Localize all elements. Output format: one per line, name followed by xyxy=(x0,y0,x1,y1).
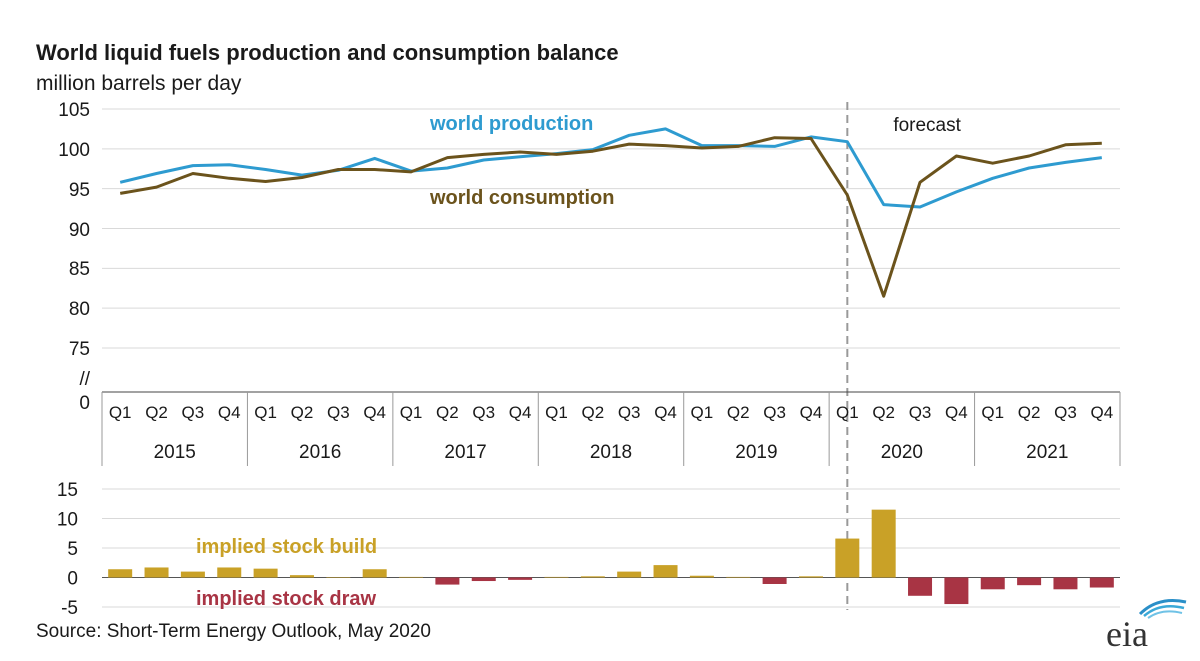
stock-bar xyxy=(726,576,751,578)
stock-bar xyxy=(944,577,969,605)
stock-bar xyxy=(871,509,896,578)
stock-bar xyxy=(689,575,714,578)
stock-bar xyxy=(108,569,133,578)
top-y-axis-ticks: 105 100 95 90 85 80 75 // 0 xyxy=(58,100,90,414)
stock-bar xyxy=(326,577,351,578)
quarter-label: Q4 xyxy=(363,403,386,422)
stock-bar xyxy=(835,538,860,578)
stock-bar xyxy=(798,576,823,578)
top-y-tick-label: 95 xyxy=(69,180,90,201)
bottom-y-tick-label: 15 xyxy=(57,480,78,501)
quarter-label: Q2 xyxy=(436,403,459,422)
quarter-label: Q1 xyxy=(836,403,859,422)
bottom-y-axis-ticks: 15 10 5 0 -5 xyxy=(57,480,78,619)
top-y-tick-label: 85 xyxy=(69,259,90,280)
quarter-label: Q2 xyxy=(727,403,750,422)
year-label: 2018 xyxy=(590,442,632,463)
logo-swoosh-icon-3 xyxy=(1147,610,1183,619)
quarter-label: Q1 xyxy=(254,403,277,422)
stock-bar xyxy=(580,576,605,578)
logo-swoosh-icon-2 xyxy=(1143,605,1185,617)
stock-bar xyxy=(1053,577,1078,590)
quarter-label: Q4 xyxy=(1090,403,1113,422)
stock-bar xyxy=(362,569,387,578)
stock-bar xyxy=(435,577,460,585)
stock-bar xyxy=(508,577,533,580)
stock-build-label: implied stock build xyxy=(196,536,377,558)
top-y-tick-label: 105 xyxy=(58,100,90,121)
chart-subtitle: million barrels per day xyxy=(36,72,242,95)
quarter-label: Q3 xyxy=(618,403,641,422)
top-series xyxy=(119,127,1102,298)
stock-bar xyxy=(180,571,205,578)
logo-text: eia xyxy=(1106,614,1148,652)
top-y-tick-label: 90 xyxy=(69,220,90,241)
bottom-y-tick-label: 10 xyxy=(57,510,78,531)
year-label: 2016 xyxy=(299,442,341,463)
stock-bar xyxy=(471,577,496,582)
top-gridlines xyxy=(102,108,1120,349)
quarter-label: Q2 xyxy=(291,403,314,422)
stock-bar xyxy=(253,568,278,578)
year-label: 2017 xyxy=(444,442,486,463)
top-y-tick-label: // xyxy=(79,369,90,390)
chart-title: World liquid fuels production and consum… xyxy=(36,40,619,65)
quarter-label: Q4 xyxy=(945,403,968,422)
bottom-y-tick-label: 0 xyxy=(67,569,78,590)
quarter-label: Q1 xyxy=(400,403,423,422)
production-series-label: world production xyxy=(429,113,593,135)
consumption-series-label: world consumption xyxy=(429,187,614,209)
production-line xyxy=(119,127,1102,209)
top-y-tick-label: 100 xyxy=(58,140,90,161)
bottom-y-tick-label: 5 xyxy=(67,539,78,560)
source-note: Source: Short-Term Energy Outlook, May 2… xyxy=(36,621,431,642)
quarter-label: Q3 xyxy=(909,403,932,422)
stock-bar xyxy=(980,577,1005,590)
forecast-label: forecast xyxy=(893,115,961,136)
stock-bar xyxy=(289,575,314,578)
consumption-line xyxy=(119,136,1102,298)
stock-bar xyxy=(617,571,642,578)
quarter-label: Q1 xyxy=(545,403,568,422)
quarter-label: Q4 xyxy=(509,403,532,422)
quarter-label: Q2 xyxy=(581,403,604,422)
quarter-label: Q1 xyxy=(109,403,132,422)
stock-bar xyxy=(1017,577,1042,586)
top-y-tick-label: 75 xyxy=(69,339,90,360)
quarter-label: Q3 xyxy=(1054,403,1077,422)
bottom-y-tick-label: -5 xyxy=(61,598,78,619)
quarter-label: Q1 xyxy=(981,403,1004,422)
quarter-label: Q1 xyxy=(691,403,714,422)
year-label: 2020 xyxy=(881,442,923,463)
year-label: 2019 xyxy=(735,442,777,463)
quarter-label: Q3 xyxy=(182,403,205,422)
stock-bars xyxy=(108,509,1114,605)
stock-bar xyxy=(1089,577,1114,588)
category-axis: Q1 Q2 Q3 Q4 Q1 Q2 Q3 Q4 Q1 Q2 Q3 Q4 Q1 Q2 Q3 Q4 Q1 Q2 Q3 Q4… xyxy=(101,391,1121,466)
quarter-label: Q2 xyxy=(145,403,168,422)
stock-bar xyxy=(217,567,242,578)
quarter-label: Q3 xyxy=(472,403,495,422)
logo-swoosh-icon xyxy=(1138,599,1187,616)
stock-bar xyxy=(144,567,169,578)
stock-bar xyxy=(908,577,933,596)
quarter-label: Q3 xyxy=(327,403,350,422)
top-y-tick-label: 0 xyxy=(79,393,90,414)
stock-bar xyxy=(653,565,678,578)
stock-bar xyxy=(544,576,569,578)
stock-bar xyxy=(399,576,424,578)
quarter-label: Q4 xyxy=(218,403,241,422)
quarter-label: Q4 xyxy=(800,403,823,422)
year-label: 2021 xyxy=(1026,442,1068,463)
stock-bar xyxy=(762,577,787,584)
top-y-tick-label: 80 xyxy=(69,299,90,320)
quarter-label: Q3 xyxy=(763,403,786,422)
eia-logo: eia xyxy=(1106,599,1187,652)
year-label: 2015 xyxy=(154,442,196,463)
quarter-label: Q2 xyxy=(872,403,895,422)
quarter-label: Q4 xyxy=(654,403,677,422)
quarter-label: Q2 xyxy=(1018,403,1041,422)
stock-draw-label: implied stock draw xyxy=(196,588,376,610)
